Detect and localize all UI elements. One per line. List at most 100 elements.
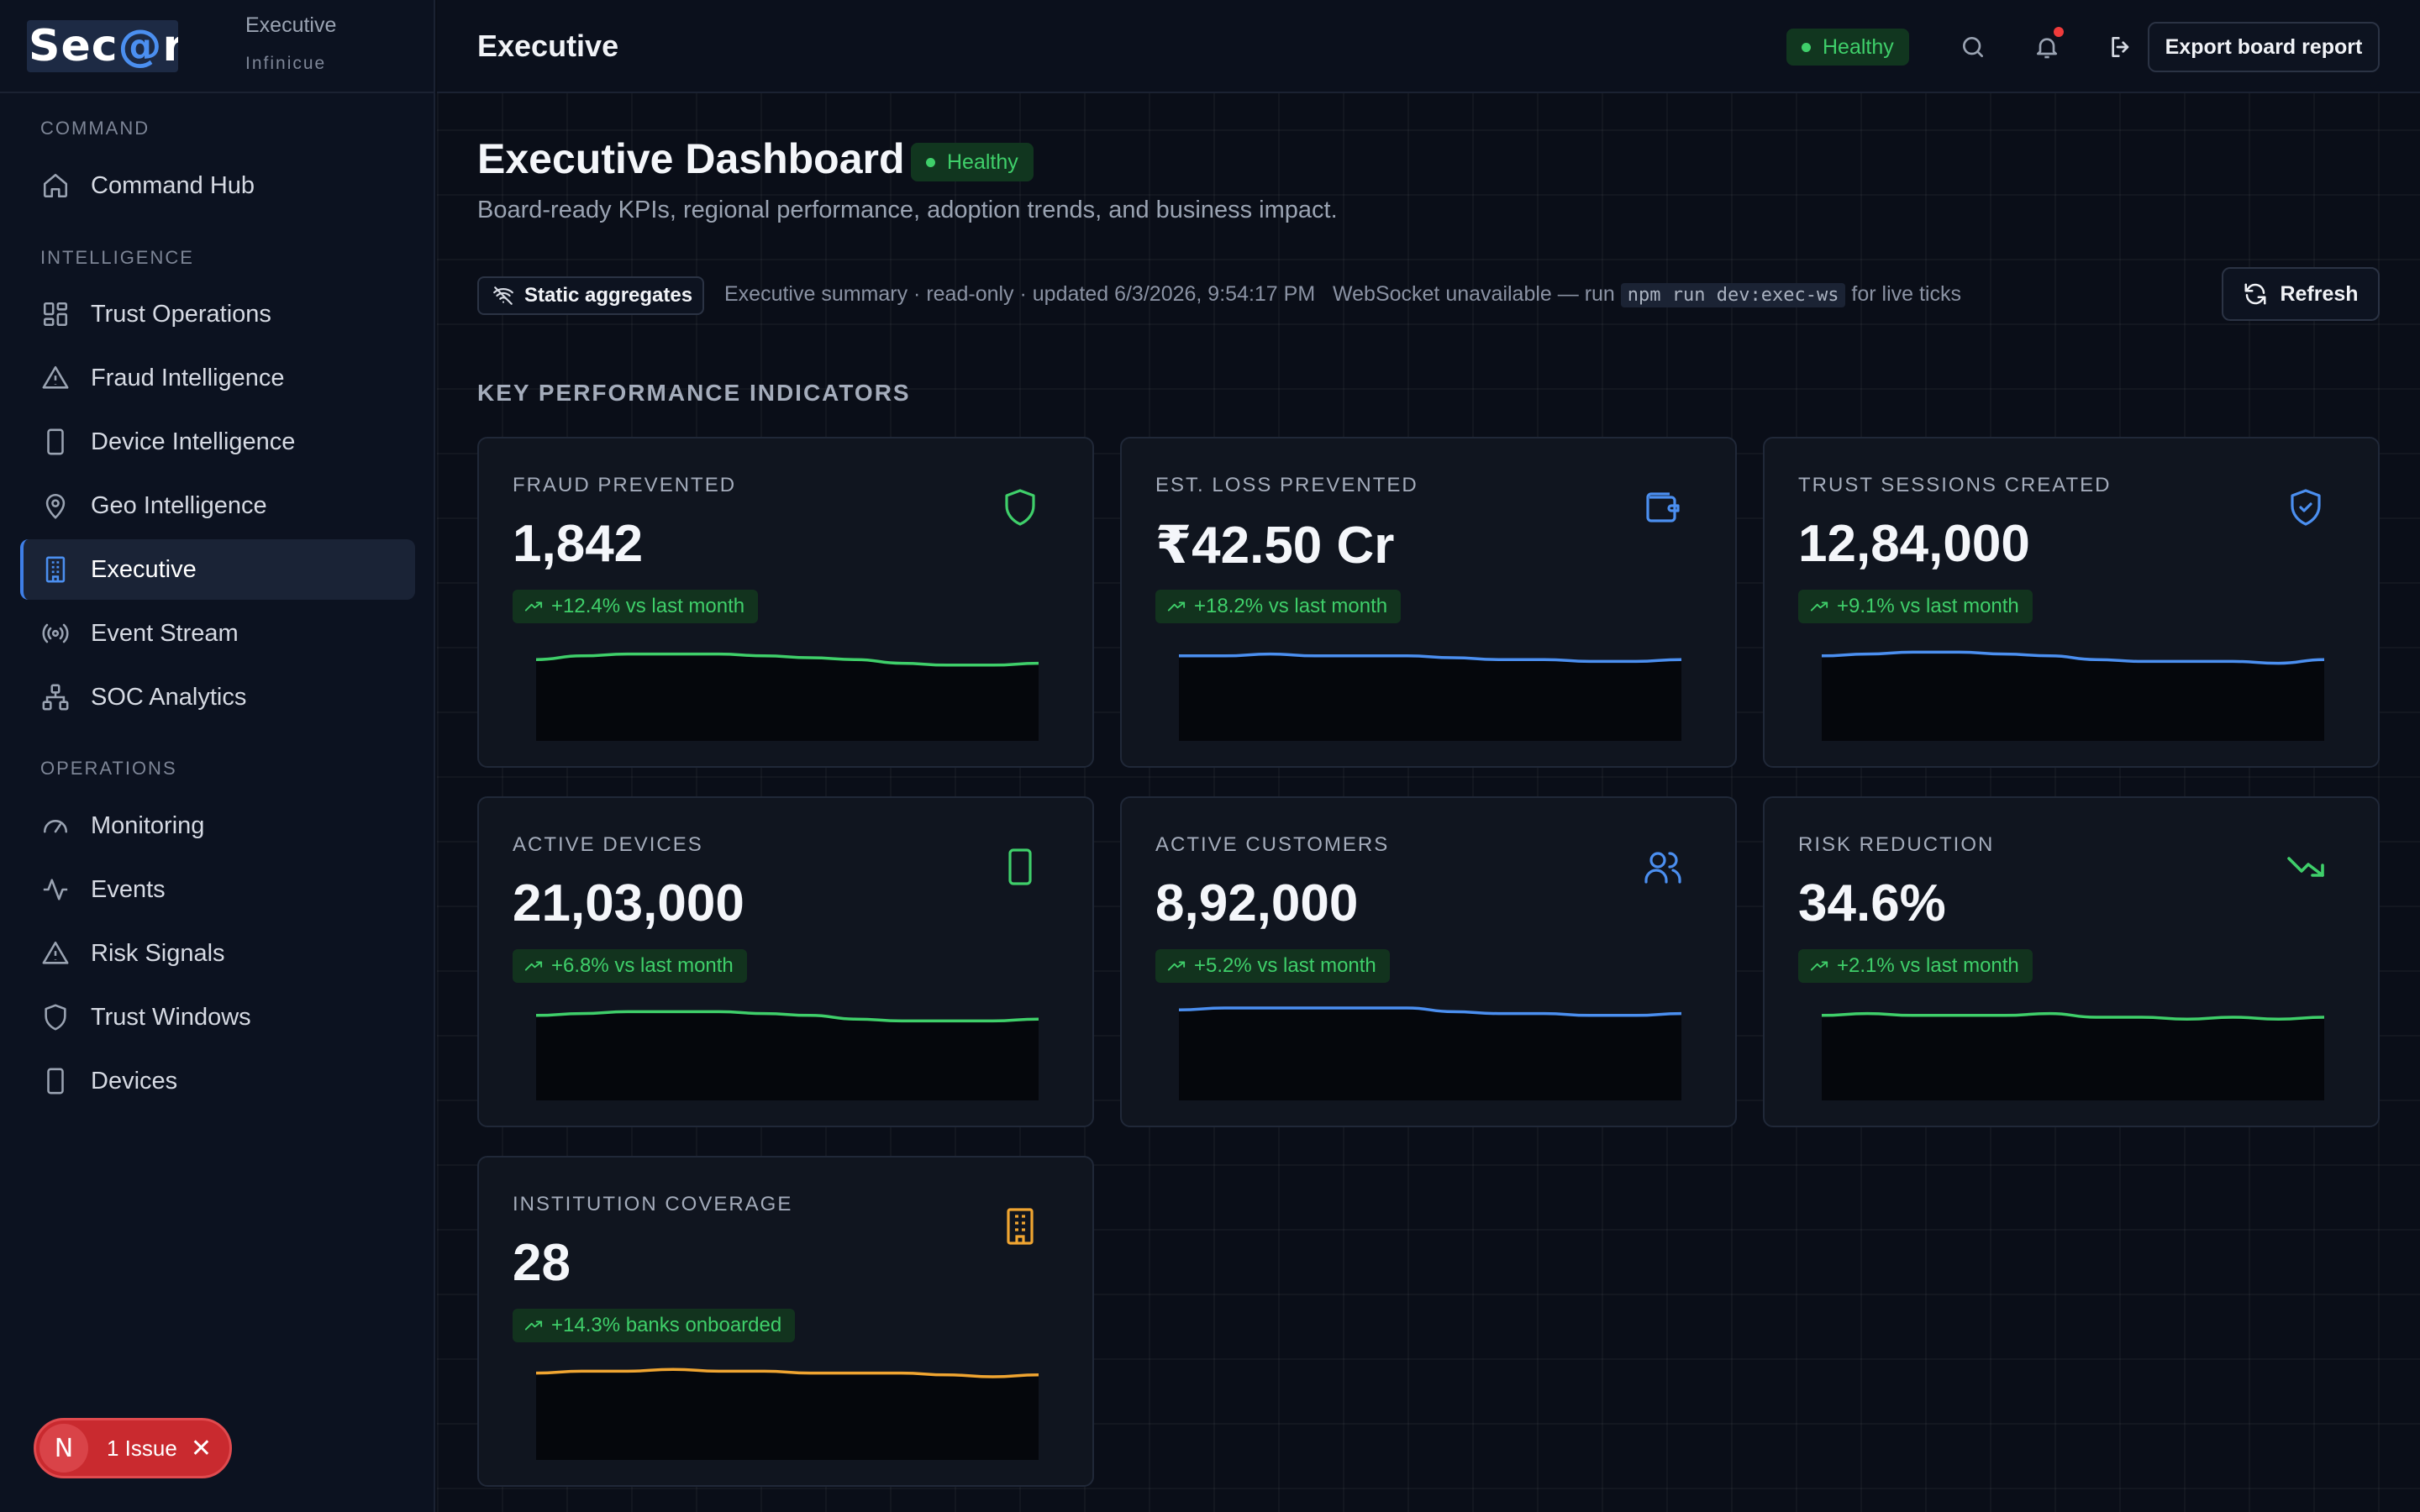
kpi-value: 8,92,000 <box>1155 874 1359 932</box>
main-content: Executive Healthy Export board report Ex… <box>437 0 2420 1512</box>
kpi-card[interactable]: RISK REDUCTION 34.6% +2.1% vs last month <box>1763 796 2380 1127</box>
sidebar-item-label: Device Intelligence <box>91 428 296 455</box>
kpi-value: 28 <box>513 1234 571 1292</box>
logo-text-end: r <box>162 21 178 71</box>
status-badge: Healthy <box>1786 29 1909 66</box>
trending-up-icon <box>524 1320 543 1331</box>
trend-badge: +12.4% vs last month <box>513 590 759 623</box>
page-description: Board-ready KPIs, regional performance, … <box>477 197 1338 223</box>
sparkline-chart <box>536 652 1039 741</box>
websocket-command: npm run dev:exec-ws <box>1620 283 1846 307</box>
sparkline-line <box>536 1010 1039 1023</box>
sidebar-item-command-hub[interactable]: Command Hub <box>20 155 415 216</box>
sidebar-item-device-intelligence[interactable]: Device Intelligence <box>20 412 415 472</box>
sparkline-chart <box>1822 1011 2324 1100</box>
trend-text: +18.2% vs last month <box>1194 595 1388 617</box>
sidebar-item-label: Risk Signals <box>91 939 225 967</box>
bell-icon[interactable] <box>2030 27 2064 64</box>
trending-up-icon <box>1810 961 1828 971</box>
kpi-card[interactable]: INSTITUTION COVERAGE 28 +14.3% banks onb… <box>477 1156 1094 1487</box>
sparkline-chart <box>1179 1006 1681 1100</box>
sidebar-item-geo-intelligence[interactable]: Geo Intelligence <box>20 475 415 536</box>
shield-icon <box>1000 487 1040 528</box>
sidebar-item-devices[interactable]: Devices <box>20 1051 415 1111</box>
sidebar-item-fraud-intelligence[interactable]: Fraud Intelligence <box>20 348 415 408</box>
alert-triangle-icon <box>40 938 71 969</box>
sidebar-item-risk-signals[interactable]: Risk Signals <box>20 923 415 984</box>
section-label-operations: OPERATIONS <box>40 758 177 779</box>
kpi-label: TRUST SESSIONS CREATED <box>1798 474 2112 496</box>
alert-triangle-icon <box>40 363 71 393</box>
trend-text: +14.3% banks onboarded <box>551 1314 782 1336</box>
map-pin-icon <box>40 491 71 521</box>
kpi-value: 12,84,000 <box>1798 515 2030 573</box>
status-dot <box>926 157 935 167</box>
kpi-card[interactable]: FRAUD PREVENTED 1,842 +12.4% vs last mon… <box>477 437 1094 768</box>
sidebar-item-label: Fraud Intelligence <box>91 364 285 391</box>
kpi-value: 21,03,000 <box>513 874 744 932</box>
static-aggregates-chip: Static aggregates <box>477 276 704 315</box>
trending-up-icon <box>524 601 543 612</box>
issues-indicator[interactable]: N 1 Issue ✕ <box>34 1418 232 1478</box>
kpi-value: 34.6% <box>1798 874 1946 932</box>
brand-title: Executive <box>245 13 337 37</box>
sparkline-area <box>1822 1013 2324 1100</box>
close-icon[interactable]: ✕ <box>190 1434 212 1462</box>
issues-count: 1 Issue <box>107 1435 177 1461</box>
sidebar-item-label: Event Stream <box>91 619 239 647</box>
shield-check-icon <box>2286 487 2326 528</box>
sparkline-line <box>536 1368 1039 1378</box>
trending-down-icon <box>2286 847 2326 887</box>
sidebar-item-trust-windows[interactable]: Trust Windows <box>20 987 415 1047</box>
logout-icon[interactable] <box>2104 30 2138 64</box>
sparkline-area <box>536 654 1039 741</box>
kpi-label: RISK REDUCTION <box>1798 833 1995 856</box>
kpi-label: ACTIVE DEVICES <box>513 833 703 856</box>
sidebar-item-label: Devices <box>91 1067 178 1095</box>
sidebar-item-event-stream[interactable]: Event Stream <box>20 603 415 664</box>
sidebar-item-monitoring[interactable]: Monitoring <box>20 795 415 856</box>
home-icon <box>40 171 71 201</box>
sidebar-item-trust-operations[interactable]: Trust Operations <box>20 284 415 344</box>
sparkline-area <box>1179 1008 1681 1100</box>
top-bar: Executive Healthy Export board report <box>437 0 2420 93</box>
sidebar-item-label: Command Hub <box>91 171 255 199</box>
search-icon[interactable] <box>1956 30 1990 64</box>
sidebar-item-executive[interactable]: Executive <box>20 539 415 600</box>
status-dot <box>1802 42 1811 52</box>
kpi-card[interactable]: TRUST SESSIONS CREATED 12,84,000 +9.1% v… <box>1763 437 2380 768</box>
sidebar-item-events[interactable]: Events <box>20 859 415 920</box>
refresh-button[interactable]: Refresh <box>2222 267 2380 321</box>
trend-text: +9.1% vs last month <box>1837 595 2019 617</box>
trend-badge: +6.8% vs last month <box>513 949 747 983</box>
status-line: Executive summary · read-only · updated … <box>724 282 1961 307</box>
kpi-card[interactable]: ACTIVE DEVICES 21,03,000 +6.8% vs last m… <box>477 796 1094 1127</box>
logo[interactable]: Sec@r <box>27 20 178 72</box>
brand-subtitle: Infinicue <box>245 54 327 73</box>
kpi-value: ₹42.50 Cr <box>1155 517 1395 575</box>
sparkline-line <box>536 652 1039 667</box>
trend-badge: +18.2% vs last month <box>1155 590 1402 623</box>
export-board-report-button[interactable]: Export board report <box>2148 22 2380 72</box>
refresh-icon <box>2244 283 2266 305</box>
page-status-badge: Healthy <box>911 143 1034 181</box>
trend-badge: +2.1% vs last month <box>1798 949 2033 983</box>
smartphone-icon <box>1000 847 1040 887</box>
trending-up-icon <box>1167 601 1186 612</box>
building-icon <box>40 554 71 585</box>
section-label-command: COMMAND <box>40 118 150 139</box>
trending-up-icon <box>524 961 543 971</box>
kpi-card[interactable]: ACTIVE CUSTOMERS 8,92,000 +5.2% vs last … <box>1120 796 1737 1127</box>
sidebar-item-soc-analytics[interactable]: SOC Analytics <box>20 667 415 727</box>
sparkline-line <box>1822 1011 2324 1021</box>
summary-status: Executive summary · read-only · updated … <box>724 282 1316 306</box>
sparkline-area <box>536 1011 1039 1100</box>
section-label-intelligence: INTELLIGENCE <box>40 247 194 268</box>
sidebar-item-label: Geo Intelligence <box>91 491 267 519</box>
sparkline-area <box>1179 654 1681 741</box>
sidebar-item-label: Executive <box>91 555 197 583</box>
kpi-card[interactable]: EST. LOSS PREVENTED ₹42.50 Cr +18.2% vs … <box>1120 437 1737 768</box>
notification-dot <box>2054 27 2064 37</box>
shield-icon <box>40 1002 71 1032</box>
sidebar-item-label: Monitoring <box>91 811 205 839</box>
